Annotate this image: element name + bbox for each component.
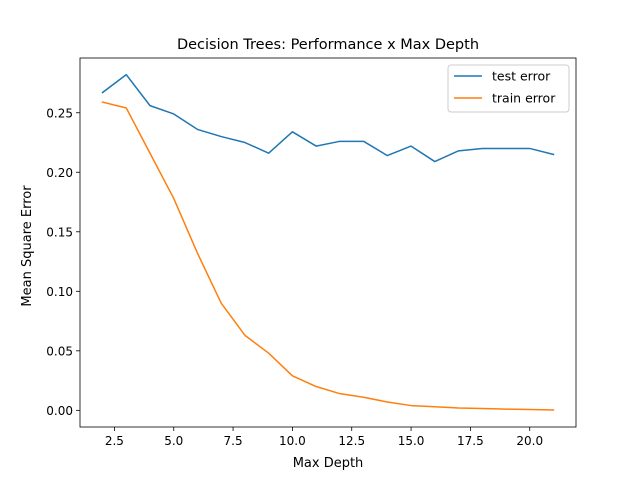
x-axis-label: Max Depth [293,456,364,471]
series-line-test-error [101,73,555,163]
y-tick-label: 0.15 [46,225,73,239]
y-axis-label: Mean Square Error [20,185,35,307]
x-tick-label: 5.0 [164,434,183,448]
axes-frame [79,57,577,428]
y-tick-label: 0.05 [46,344,73,358]
series-line-train-error [101,101,555,411]
legend-label: train error [492,91,556,106]
chart-title: Decision Trees: Performance x Max Depth [177,37,479,53]
legend-label: test error [492,69,551,84]
y-tick-label: 0.25 [46,106,73,120]
x-tick-label: 20.0 [516,434,543,448]
x-tick-label: 17.5 [457,434,484,448]
x-tick-label: 7.5 [224,434,243,448]
x-tick-label: 15.0 [398,434,425,448]
x-tick-label: 2.5 [105,434,124,448]
y-tick-label: 0.10 [46,285,73,299]
y-tick-label: 0.00 [46,404,73,418]
y-tick-label: 0.20 [46,166,73,180]
x-tick-label: 10.0 [279,434,306,448]
x-tick-label: 12.5 [338,434,365,448]
plot-area: 2.5 5.0 7.5 10.0 12.5 15.0 17.5 20.0 0.00 0.05 0.1… [46,57,577,448]
